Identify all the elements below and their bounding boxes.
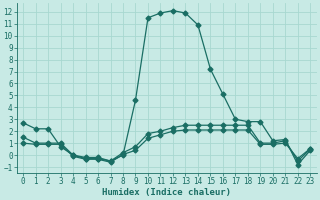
X-axis label: Humidex (Indice chaleur): Humidex (Indice chaleur) — [102, 188, 231, 197]
